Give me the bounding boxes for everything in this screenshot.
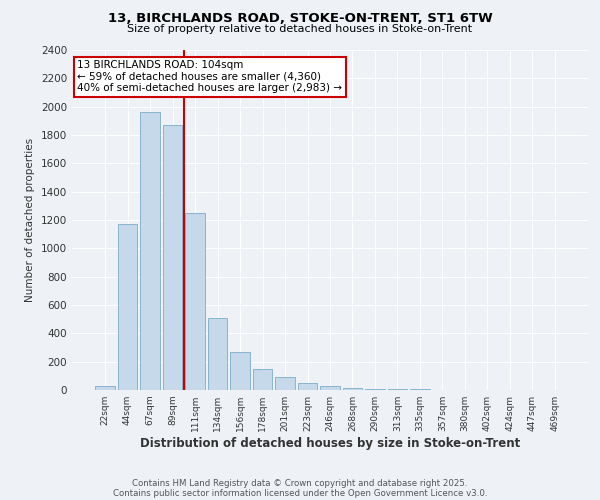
Text: Contains public sector information licensed under the Open Government Licence v3: Contains public sector information licen…	[113, 490, 487, 498]
Y-axis label: Number of detached properties: Number of detached properties	[25, 138, 35, 302]
Bar	[118, 224, 137, 390]
Bar	[208, 318, 227, 390]
Bar	[275, 376, 295, 390]
Text: 13, BIRCHLANDS ROAD, STOKE-ON-TRENT, ST1 6TW: 13, BIRCHLANDS ROAD, STOKE-ON-TRENT, ST1…	[107, 12, 493, 26]
Bar	[388, 389, 407, 390]
Bar	[140, 112, 160, 390]
Text: 13 BIRCHLANDS ROAD: 104sqm
← 59% of detached houses are smaller (4,360)
40% of s: 13 BIRCHLANDS ROAD: 104sqm ← 59% of deta…	[77, 60, 342, 94]
Bar	[163, 125, 182, 390]
Bar	[343, 388, 362, 390]
Text: Contains HM Land Registry data © Crown copyright and database right 2025.: Contains HM Land Registry data © Crown c…	[132, 478, 468, 488]
Text: Size of property relative to detached houses in Stoke-on-Trent: Size of property relative to detached ho…	[127, 24, 473, 34]
X-axis label: Distribution of detached houses by size in Stoke-on-Trent: Distribution of detached houses by size …	[140, 437, 520, 450]
Bar	[230, 352, 250, 390]
Bar	[365, 388, 385, 390]
Bar	[298, 383, 317, 390]
Bar	[320, 386, 340, 390]
Bar	[95, 386, 115, 390]
Bar	[253, 369, 272, 390]
Bar	[185, 213, 205, 390]
